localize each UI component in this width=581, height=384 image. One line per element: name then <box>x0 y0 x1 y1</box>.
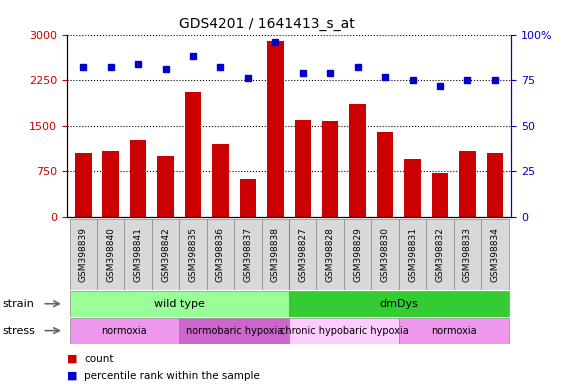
Text: GSM398829: GSM398829 <box>353 227 362 282</box>
Bar <box>426 219 454 290</box>
Bar <box>261 219 289 290</box>
Bar <box>289 291 508 317</box>
Bar <box>212 144 229 217</box>
Bar <box>454 219 481 290</box>
Text: wild type: wild type <box>154 299 205 309</box>
Text: normoxia: normoxia <box>102 326 147 336</box>
Bar <box>399 219 426 290</box>
Bar <box>185 92 201 217</box>
Bar <box>317 219 344 290</box>
Text: GSM398839: GSM398839 <box>79 227 88 282</box>
Bar <box>371 219 399 290</box>
Bar <box>180 219 207 290</box>
Bar <box>97 219 124 290</box>
Text: GSM398841: GSM398841 <box>134 227 143 282</box>
Bar <box>322 121 338 217</box>
Text: GSM398842: GSM398842 <box>161 227 170 282</box>
Text: GSM398837: GSM398837 <box>243 227 252 282</box>
Text: count: count <box>84 354 114 364</box>
Bar <box>404 159 421 217</box>
Text: chronic hypobaric hypoxia: chronic hypobaric hypoxia <box>279 326 408 336</box>
Bar <box>349 104 366 217</box>
Bar <box>157 156 174 217</box>
Bar <box>70 318 180 344</box>
Text: strain: strain <box>3 299 35 309</box>
Bar <box>344 219 371 290</box>
Bar <box>487 152 503 217</box>
Bar <box>124 219 152 290</box>
Bar <box>70 219 97 290</box>
Bar <box>289 219 317 290</box>
Bar <box>130 140 146 217</box>
Bar <box>207 219 234 290</box>
Text: dmDys: dmDys <box>379 299 418 309</box>
Text: ■: ■ <box>67 354 77 364</box>
Bar <box>152 219 180 290</box>
Text: GSM398840: GSM398840 <box>106 227 115 282</box>
Bar <box>75 153 92 217</box>
Text: GSM398833: GSM398833 <box>463 227 472 282</box>
Bar <box>481 219 508 290</box>
Text: GSM398831: GSM398831 <box>408 227 417 282</box>
Text: GSM398835: GSM398835 <box>188 227 198 282</box>
Bar <box>399 318 508 344</box>
Bar <box>234 219 261 290</box>
Text: ■: ■ <box>67 371 77 381</box>
Text: normobaric hypoxia: normobaric hypoxia <box>185 326 283 336</box>
Bar <box>295 120 311 217</box>
Bar <box>377 132 393 217</box>
Bar <box>432 172 448 217</box>
Text: GSM398836: GSM398836 <box>216 227 225 282</box>
Bar <box>267 41 284 217</box>
Bar <box>240 179 256 217</box>
Text: GSM398830: GSM398830 <box>381 227 390 282</box>
Text: GSM398832: GSM398832 <box>435 227 444 282</box>
Text: normoxia: normoxia <box>431 326 476 336</box>
Bar <box>180 318 289 344</box>
Bar <box>289 318 399 344</box>
Bar <box>70 291 289 317</box>
Bar <box>102 151 119 217</box>
Bar <box>459 151 476 217</box>
Text: GSM398834: GSM398834 <box>490 227 499 282</box>
Text: GSM398838: GSM398838 <box>271 227 280 282</box>
Text: percentile rank within the sample: percentile rank within the sample <box>84 371 260 381</box>
Text: GSM398827: GSM398827 <box>298 227 307 282</box>
Text: GDS4201 / 1641413_s_at: GDS4201 / 1641413_s_at <box>180 17 355 31</box>
Text: stress: stress <box>3 326 36 336</box>
Text: GSM398828: GSM398828 <box>326 227 335 282</box>
